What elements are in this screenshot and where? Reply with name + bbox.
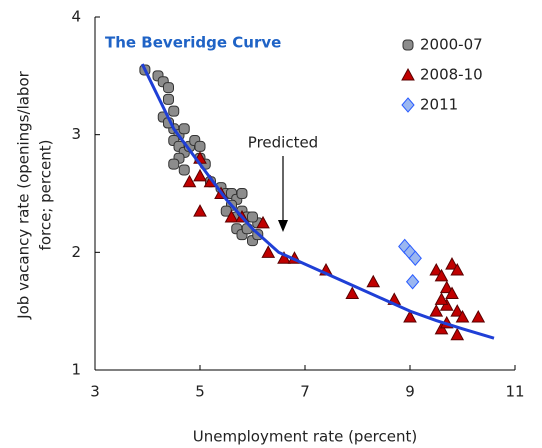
x-tick-label: 7	[300, 383, 310, 401]
legend-label: 2011	[420, 96, 458, 114]
point	[256, 215, 270, 229]
legend-label: 2000-07	[420, 36, 483, 54]
point	[163, 82, 174, 94]
point	[178, 123, 190, 135]
point	[168, 105, 180, 117]
point	[445, 286, 459, 300]
y-axis-label: force; percent)	[37, 140, 55, 251]
point	[163, 93, 174, 105]
y-tick-label: 4	[71, 8, 81, 26]
point	[450, 262, 465, 276]
point	[193, 204, 207, 217]
annotation: Predicted	[248, 134, 318, 152]
point	[261, 245, 276, 258]
legend-label: 2008-10	[420, 66, 483, 84]
point	[168, 158, 180, 170]
point	[450, 327, 465, 341]
legend-marker	[401, 67, 415, 81]
point	[471, 310, 486, 323]
point	[429, 304, 444, 317]
point	[434, 268, 449, 282]
y-tick-label: 1	[71, 361, 81, 379]
point	[429, 262, 444, 276]
point	[455, 310, 470, 323]
point	[236, 188, 248, 199]
legend-marker	[401, 97, 415, 113]
point	[247, 211, 258, 223]
point	[178, 164, 190, 176]
point	[366, 274, 381, 288]
point	[445, 257, 459, 270]
point	[224, 209, 239, 223]
point	[439, 280, 454, 294]
y-tick-label: 3	[71, 125, 81, 143]
point	[434, 292, 449, 305]
point	[450, 304, 465, 317]
point	[277, 251, 291, 264]
x-tick-label: 9	[405, 383, 415, 401]
chart-title: The Beveridge Curve	[105, 34, 281, 52]
fit-line	[140, 63, 495, 340]
point	[405, 273, 420, 290]
point	[194, 140, 206, 152]
x-axis-label: Unemployment rate (percent)	[193, 428, 417, 446]
legend-marker	[402, 39, 414, 51]
annotation-arrowhead	[278, 220, 288, 232]
point	[182, 174, 197, 188]
point	[403, 310, 417, 323]
x-tick-label: 11	[505, 383, 524, 401]
x-tick-label: 5	[195, 383, 205, 401]
y-tick-label: 2	[71, 243, 81, 261]
point	[408, 250, 422, 266]
point	[345, 286, 360, 300]
x-tick-label: 3	[90, 383, 100, 401]
y-axis-label: Job vacancy rate (openings/labor	[15, 70, 33, 319]
point	[193, 168, 207, 182]
